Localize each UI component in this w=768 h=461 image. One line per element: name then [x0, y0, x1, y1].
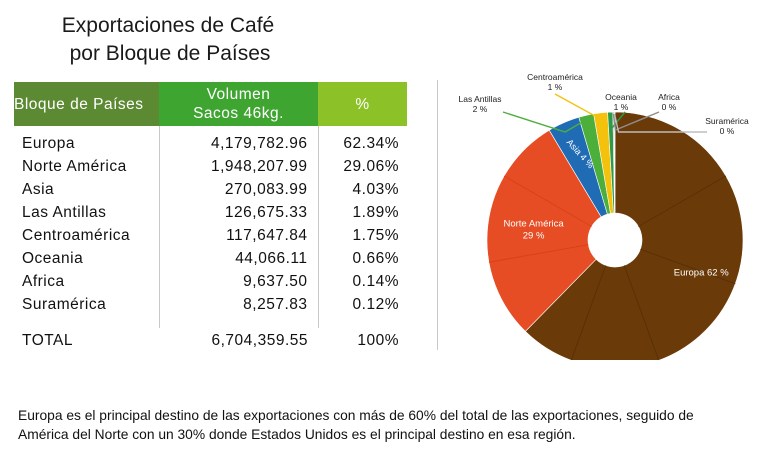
title-line-1: Exportaciones de Café — [61, 14, 275, 37]
row-name: Las Antillas — [22, 203, 107, 221]
slice-separator — [488, 244, 589, 263]
label-oceania-value: 1 % — [614, 102, 629, 112]
row-percent: 1.89% — [352, 203, 399, 221]
row-name: Africa — [22, 272, 65, 290]
row-name: Europa — [22, 134, 75, 152]
label-centroamerica-value: 1 % — [548, 82, 563, 92]
row-name: Asia — [22, 180, 55, 198]
row-volume: 4,179,782.96 — [158, 126, 319, 155]
row-volume: 126,675.33 — [158, 201, 319, 224]
table-row: Europa 4,179,782.96 62.34% — [14, 126, 407, 155]
label-las-antillas-value: 2 % — [473, 104, 488, 114]
slice-separator — [640, 248, 736, 285]
slice-separator — [570, 265, 607, 360]
title-line-2: por Bloque de Países — [69, 42, 271, 65]
header-bloque: Bloque de Países — [14, 82, 159, 126]
row-volume: 44,066.11 — [158, 247, 319, 270]
leader-suramerica — [613, 113, 707, 133]
chart-title: Exportaciones de Café por Bloque de País… — [0, 12, 336, 68]
label-centroamerica-name: Centroamérica — [527, 72, 583, 82]
slice-separator — [503, 175, 592, 227]
slice-separator — [623, 265, 660, 360]
leader-las-antillas — [502, 111, 588, 133]
table-row: Centroamérica 117,647.84 1.75% — [14, 224, 407, 247]
row-volume: 1,948,207.99 — [158, 155, 319, 178]
footnote-line-2: América del Norte con un 30% donde Estad… — [18, 427, 576, 442]
row-percent: 62.34% — [343, 134, 399, 152]
table-row: Oceania 44,066.11 0.66% — [14, 247, 407, 270]
leader-lines — [502, 93, 707, 133]
total-volume: 6,704,359.55 — [211, 332, 308, 349]
slice-separator — [638, 175, 727, 227]
row-percent: 4.03% — [352, 180, 399, 198]
table-row: Las Antillas 126,675.33 1.89% — [14, 201, 407, 224]
total-label: TOTAL — [22, 332, 74, 349]
row-volume: 270,083.99 — [158, 178, 319, 201]
table-spacer — [14, 316, 407, 328]
label-africa-value: 0 % — [662, 102, 677, 112]
row-percent: 0.12% — [352, 295, 399, 313]
table-row: Norte América 1,948,207.99 29.06% — [14, 155, 407, 178]
label-norte-america-value: 29 % — [523, 230, 545, 241]
row-name: Norte América — [22, 157, 127, 175]
footnote-line-1: Europa es el principal destino de las ex… — [18, 408, 694, 423]
row-percent: 0.66% — [352, 249, 399, 267]
label-las-antillas-name: Las Antillas — [459, 94, 502, 104]
export-table: Bloque de Países Volumen Sacos 46kg. % E… — [14, 82, 407, 354]
label-africa-name: Africa — [658, 92, 680, 102]
total-percent: 100% — [357, 332, 399, 349]
label-suramerica-value: 0 % — [720, 126, 735, 136]
table-row: Africa 9,637.50 0.14% — [14, 270, 407, 293]
header-volumen: Volumen Sacos 46kg. — [159, 82, 318, 126]
table-row: Suramérica 8,257.83 0.12% — [14, 293, 407, 316]
leader-africa — [612, 111, 660, 131]
footnote: Europa es el principal destino de las ex… — [18, 406, 760, 444]
row-volume: 8,257.83 — [158, 293, 319, 316]
leader-oceania — [609, 111, 626, 132]
row-name: Oceania — [22, 249, 84, 267]
slices-group — [486, 111, 744, 360]
slice-norte-américa — [486, 129, 602, 332]
label-suramerica-name: Suramérica — [705, 116, 749, 126]
header-percent: % — [318, 82, 407, 126]
row-volume: 9,637.50 — [158, 270, 319, 293]
slice-suramérica — [613, 111, 616, 214]
header-vol-line1: Volumen — [206, 86, 271, 103]
row-percent: 29.06% — [343, 157, 399, 175]
slice-europa — [524, 111, 744, 360]
table-header-row: Bloque de Países Volumen Sacos 46kg. % — [14, 82, 407, 126]
label-europa: Europa 62 % — [674, 268, 729, 279]
row-percent: 1.75% — [352, 226, 399, 244]
label-norte-america-name: Norte América — [503, 218, 564, 229]
row-volume: 117,647.84 — [158, 224, 319, 247]
label-oceania-name: Oceania — [605, 92, 637, 102]
row-name: Centroamérica — [22, 226, 131, 244]
table-total-row: TOTAL 6,704,359.55 100% — [14, 328, 407, 354]
row-percent: 0.14% — [352, 272, 399, 290]
leader-centroamerica — [554, 93, 602, 118]
header-vol-line2: Sacos 46kg. — [193, 105, 284, 122]
table-row: Asia 270,083.99 4.03% — [14, 178, 407, 201]
divider-line — [437, 80, 438, 350]
row-name: Suramérica — [22, 295, 107, 313]
